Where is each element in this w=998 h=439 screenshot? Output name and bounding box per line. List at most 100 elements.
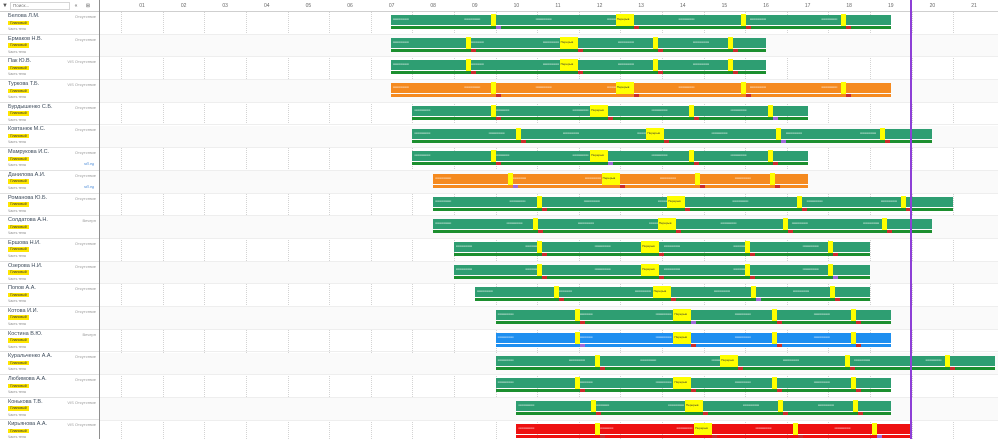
break-block[interactable]: Перерыв bbox=[601, 172, 620, 185]
break-block[interactable] bbox=[465, 36, 471, 49]
break-block[interactable] bbox=[689, 150, 695, 163]
break-block[interactable] bbox=[728, 59, 734, 72]
employee-row[interactable]: Кирьянова А.А. VIS Отсутствие Плановый Част… bbox=[0, 420, 99, 439]
break-block[interactable] bbox=[689, 104, 695, 117]
break-block[interactable] bbox=[465, 59, 471, 72]
break-block[interactable]: Перерыв bbox=[673, 331, 692, 344]
shift-bar[interactable]: ▪▪▪▪▪▪▪▪▪▪▪▪▪▪▪ ▪▪▪▪▪▪▪▪▪▪▪▪▪▪▪ ▪▪▪▪▪▪▪▪▪▪… bbox=[412, 128, 933, 139]
employee-row[interactable]: Белова Л.М. Отсутствие Плановый Часть тела bbox=[0, 12, 99, 35]
collapse-button[interactable]: « bbox=[74, 2, 78, 9]
shift-bar[interactable]: ▪▪▪▪▪▪▪▪▪▪▪▪▪▪▪ ▪▪▪▪▪▪▪▪▪▪▪▪▪▪▪ ▪▪▪▪▪▪▪▪▪▪… bbox=[454, 242, 870, 252]
settings-button[interactable]: ⊞ bbox=[85, 2, 91, 9]
employee-row[interactable]: Попов А.А. Отсутствие Плановый Часть тела bbox=[0, 284, 99, 307]
break-block[interactable] bbox=[770, 172, 776, 185]
shift-bar[interactable]: ▪▪▪▪▪▪▪▪▪▪▪▪▪▪▪ ▪▪▪▪▪▪▪▪▪▪▪▪▪▪▪ ▪▪▪▪▪▪▪▪▪▪… bbox=[454, 264, 870, 275]
break-block[interactable] bbox=[591, 399, 597, 412]
shift-bar[interactable]: ▪▪▪▪▪▪▪▪▪▪▪▪▪▪▪ ▪▪▪▪▪▪▪▪▪▪▪▪▪▪▪ ▪▪▪▪▪▪▪▪▪▪… bbox=[495, 355, 995, 366]
break-block[interactable] bbox=[797, 195, 803, 208]
break-block[interactable]: Перерыв bbox=[641, 241, 660, 253]
break-block[interactable] bbox=[695, 172, 701, 185]
search-input[interactable] bbox=[10, 1, 70, 10]
break-block[interactable] bbox=[491, 150, 497, 163]
employee-row[interactable]: Ермаков Н.В. Отсутствие Плановый Часть тела bbox=[0, 35, 99, 58]
break-block[interactable] bbox=[828, 241, 834, 253]
break-block[interactable] bbox=[851, 377, 857, 390]
shift-bar[interactable]: ▪▪▪▪▪▪▪▪▪▪▪▪▪▪▪ ▪▪▪▪▪▪▪▪▪▪▪▪▪▪▪ ▪▪▪▪▪▪▪▪▪▪… bbox=[433, 219, 933, 230]
break-block[interactable] bbox=[840, 82, 846, 95]
break-block[interactable] bbox=[828, 263, 834, 276]
employee-row[interactable]: Конькова Т.В. VIS Отсутствие Плановый Часть… bbox=[0, 398, 99, 421]
shift-bar[interactable]: ▪▪▪▪▪▪▪▪▪▪▪▪▪▪▪ ▪▪▪▪▪▪▪▪▪▪▪▪▪▪▪ ▪▪▪▪▪▪▪▪▪▪… bbox=[495, 332, 891, 343]
break-block[interactable] bbox=[851, 309, 857, 322]
employee-row[interactable]: Бурдышенко С.Б. Отсутствие Плановый Часть т… bbox=[0, 103, 99, 126]
shift-bar[interactable]: ▪▪▪▪▪▪▪▪▪▪▪▪▪▪▪ ▪▪▪▪▪▪▪▪▪▪▪▪▪▪▪ ▪▪▪▪▪▪▪▪▪▪… bbox=[516, 400, 891, 411]
break-block[interactable] bbox=[740, 82, 746, 95]
break-block[interactable] bbox=[840, 14, 846, 26]
break-block[interactable]: Перерыв bbox=[673, 309, 692, 322]
break-block[interactable] bbox=[901, 195, 907, 208]
break-block[interactable] bbox=[793, 422, 799, 435]
employee-row[interactable]: Ковтанюк М.С. Отсутствие Плановый Часть тел… bbox=[0, 125, 99, 149]
break-block[interactable]: Перерыв bbox=[559, 36, 578, 49]
break-block[interactable] bbox=[740, 14, 746, 26]
employee-row[interactable]: Романова Ю.Б. Отсутствие Плановый Часть тел… bbox=[0, 194, 99, 217]
break-block[interactable] bbox=[872, 422, 878, 435]
break-block[interactable]: Перерыв bbox=[673, 377, 692, 390]
shift-bar[interactable]: ▪▪▪▪▪▪▪▪▪▪▪▪▪▪▪ ▪▪▪▪▪▪▪▪▪▪▪▪▪▪▪ ▪▪▪▪▪▪▪▪▪▪… bbox=[433, 196, 954, 207]
break-block[interactable] bbox=[772, 309, 778, 322]
break-block[interactable]: Перерыв bbox=[646, 127, 665, 140]
break-block[interactable] bbox=[776, 127, 782, 140]
break-block[interactable] bbox=[574, 309, 580, 322]
break-block[interactable]: Перерыв bbox=[652, 286, 671, 299]
employee-row[interactable]: Котова И.И. Отсутствие Плановый Часть тела bbox=[0, 307, 99, 330]
break-block[interactable] bbox=[595, 354, 601, 367]
break-block[interactable]: Перерыв bbox=[590, 150, 609, 163]
break-block[interactable] bbox=[772, 377, 778, 390]
shift-bar[interactable]: ▪▪▪▪▪▪▪▪▪▪▪▪▪▪▪ ▪▪▪▪▪▪▪▪▪▪▪▪▪▪▪ ▪▪▪▪▪▪▪▪▪▪… bbox=[495, 378, 891, 389]
break-block[interactable]: Перерыв bbox=[615, 82, 634, 95]
break-block[interactable]: Перерыв bbox=[720, 354, 739, 367]
break-block[interactable] bbox=[653, 36, 659, 49]
shift-bar[interactable]: ▪▪▪▪▪▪▪▪▪▪▪▪▪▪▪ ▪▪▪▪▪▪▪▪▪▪▪▪▪▪▪ ▪▪▪▪▪▪▪▪▪▪… bbox=[516, 423, 912, 434]
break-block[interactable]: Перерыв bbox=[667, 195, 686, 208]
break-block[interactable] bbox=[882, 218, 888, 231]
shift-bar[interactable]: ▪▪▪▪▪▪▪▪▪▪▪▪▪▪▪ ▪▪▪▪▪▪▪▪▪▪▪▪▪▪▪ ▪▪▪▪▪▪▪▪▪▪… bbox=[433, 173, 808, 184]
break-block[interactable] bbox=[745, 241, 751, 253]
filter-icon[interactable]: ▼ bbox=[2, 2, 8, 9]
break-block[interactable] bbox=[516, 127, 522, 140]
break-block[interactable] bbox=[751, 286, 757, 299]
break-block[interactable]: Перерыв bbox=[641, 263, 660, 276]
break-block[interactable] bbox=[745, 263, 751, 276]
break-block[interactable] bbox=[851, 331, 857, 344]
employee-row[interactable]: Куральченко А.А. Отсутствие Плановый Часть … bbox=[0, 352, 99, 375]
shift-bar[interactable]: ▪▪▪▪▪▪▪▪▪▪▪▪▪▪▪ ▪▪▪▪▪▪▪▪▪▪▪▪▪▪▪ ▪▪▪▪▪▪▪▪▪▪… bbox=[390, 37, 766, 48]
break-block[interactable]: Перерыв bbox=[694, 422, 713, 435]
break-block[interactable] bbox=[491, 104, 497, 117]
break-block[interactable]: Перерыв bbox=[615, 14, 634, 26]
break-block[interactable] bbox=[574, 331, 580, 344]
employee-row[interactable]: Данилова А.И. Отсутствие Плановый Часть тел… bbox=[0, 171, 99, 194]
break-block[interactable] bbox=[830, 286, 836, 299]
break-block[interactable] bbox=[490, 14, 496, 26]
employee-row[interactable]: Туркова Т.Б. VIS Отсутствие Плановый Часть … bbox=[0, 80, 99, 103]
break-block[interactable] bbox=[490, 82, 496, 95]
employee-row[interactable]: Мамрукова И.С. Отсутствие Плановый Часть те… bbox=[0, 148, 99, 171]
employee-row[interactable]: Озерова Н.И. Отсутствие Плановый Часть тела bbox=[0, 262, 99, 285]
break-block[interactable] bbox=[768, 150, 774, 163]
break-block[interactable] bbox=[537, 195, 543, 208]
break-block[interactable] bbox=[537, 241, 543, 253]
break-block[interactable] bbox=[782, 218, 788, 231]
break-block[interactable] bbox=[574, 377, 580, 390]
shift-bar[interactable]: ▪▪▪▪▪▪▪▪▪▪▪▪▪▪▪ ▪▪▪▪▪▪▪▪▪▪▪▪▪▪▪ ▪▪▪▪▪▪▪▪▪▪… bbox=[474, 287, 870, 298]
shift-bar[interactable]: ▪▪▪▪▪▪▪▪▪▪▪▪▪▪▪ ▪▪▪▪▪▪▪▪▪▪▪▪▪▪▪ ▪▪▪▪▪▪▪▪▪▪… bbox=[412, 151, 808, 162]
shift-bar[interactable]: ▪▪▪▪▪▪▪▪▪▪▪▪▪▪▪ ▪▪▪▪▪▪▪▪▪▪▪▪▪▪▪ ▪▪▪▪▪▪▪▪▪▪… bbox=[390, 83, 891, 94]
break-block[interactable]: Перерыв bbox=[590, 104, 609, 117]
break-block[interactable] bbox=[768, 104, 774, 117]
employee-row[interactable]: Ершова Н.И. Отсутствие Плановый Часть тела bbox=[0, 239, 99, 262]
employee-row[interactable]: Любимова А.А. Отсутствие Плановый Часть тел… bbox=[0, 375, 99, 398]
employee-row[interactable]: Пак Ю.В. VIS Отсутствие Плановый Часть тела bbox=[0, 57, 99, 81]
shift-bar[interactable]: ▪▪▪▪▪▪▪▪▪▪▪▪▪▪▪ ▪▪▪▪▪▪▪▪▪▪▪▪▪▪▪ ▪▪▪▪▪▪▪▪▪▪… bbox=[390, 60, 766, 71]
break-block[interactable] bbox=[553, 286, 559, 299]
shift-bar[interactable]: ▪▪▪▪▪▪▪▪▪▪▪▪▪▪▪ ▪▪▪▪▪▪▪▪▪▪▪▪▪▪▪ ▪▪▪▪▪▪▪▪▪▪… bbox=[495, 310, 891, 321]
break-block[interactable] bbox=[772, 331, 778, 344]
